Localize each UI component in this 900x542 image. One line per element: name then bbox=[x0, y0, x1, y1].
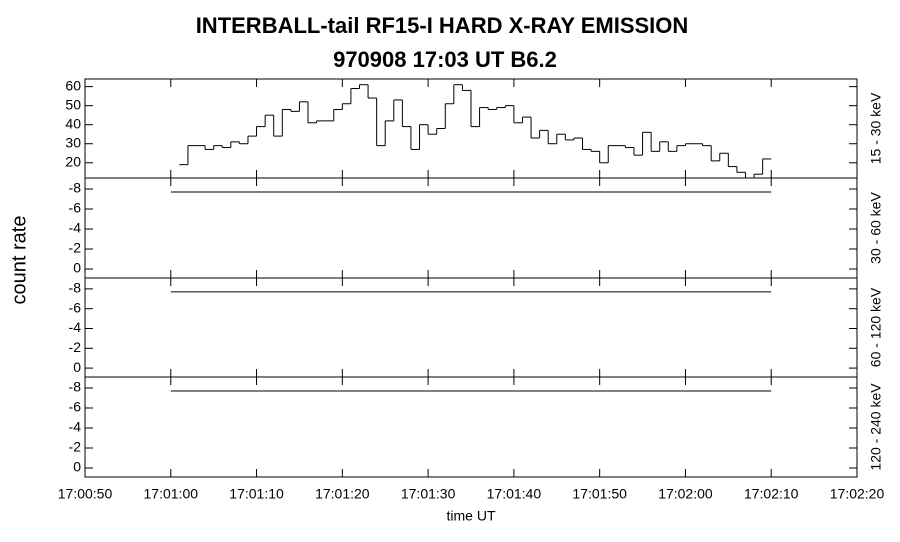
y-axis-label: count rate bbox=[8, 216, 30, 305]
x-tick-label: 17:01:50 bbox=[572, 486, 627, 502]
panel-frame bbox=[84, 277, 858, 378]
panel-frame bbox=[84, 177, 858, 279]
y-tick-label: -2 bbox=[69, 240, 82, 256]
panel-label: 30 - 60 keV bbox=[868, 192, 884, 264]
panel-label: 15 - 30 keV bbox=[868, 92, 884, 164]
y-tick-label: -4 bbox=[69, 419, 82, 435]
x-tick-label: 17:02:20 bbox=[830, 486, 885, 502]
y-tick-label: 0 bbox=[73, 459, 81, 475]
y-tick-label: -4 bbox=[69, 319, 82, 335]
x-tick-label: 17:01:30 bbox=[401, 486, 456, 502]
y-tick-label: -8 bbox=[69, 379, 82, 395]
y-tick-label: -6 bbox=[69, 299, 82, 315]
y-tick-label: -8 bbox=[69, 180, 82, 196]
panel-label: 60 - 120 keV bbox=[868, 287, 884, 367]
y-tick-label: -4 bbox=[69, 220, 82, 236]
chart-subtitle: 970908 17:03 UT B6.2 bbox=[333, 47, 557, 72]
y-tick-label: 40 bbox=[65, 115, 81, 131]
panel-frame bbox=[84, 376, 858, 478]
x-tick-label: 17:01:40 bbox=[487, 486, 542, 502]
y-tick-label: -2 bbox=[69, 439, 82, 455]
x-tick-label: 17:01:10 bbox=[229, 486, 284, 502]
x-tick-label: 17:02:00 bbox=[658, 486, 713, 502]
x-tick-label: 17:00:50 bbox=[58, 486, 113, 502]
y-tick-label: 20 bbox=[65, 153, 81, 169]
x-axis-label: time UT bbox=[447, 508, 496, 524]
y-tick-label: -2 bbox=[69, 339, 82, 355]
y-tick-label: 0 bbox=[73, 260, 81, 276]
y-tick-label: -8 bbox=[69, 280, 82, 296]
y-tick-label: -6 bbox=[69, 399, 82, 415]
y-tick-label: 30 bbox=[65, 134, 81, 150]
x-tick-label: 17:01:20 bbox=[315, 486, 370, 502]
y-tick-label: 60 bbox=[65, 77, 81, 93]
x-tick-label: 17:01:00 bbox=[144, 486, 199, 502]
panel-label: 120 - 240 keV bbox=[868, 383, 884, 471]
y-tick-label: 50 bbox=[65, 96, 81, 112]
y-tick-label: 0 bbox=[73, 359, 81, 375]
y-tick-label: -6 bbox=[69, 200, 82, 216]
chart-title: INTERBALL-tail RF15-I HARD X-RAY EMISSIO… bbox=[196, 13, 689, 38]
x-tick-label: 17:02:10 bbox=[744, 486, 799, 502]
